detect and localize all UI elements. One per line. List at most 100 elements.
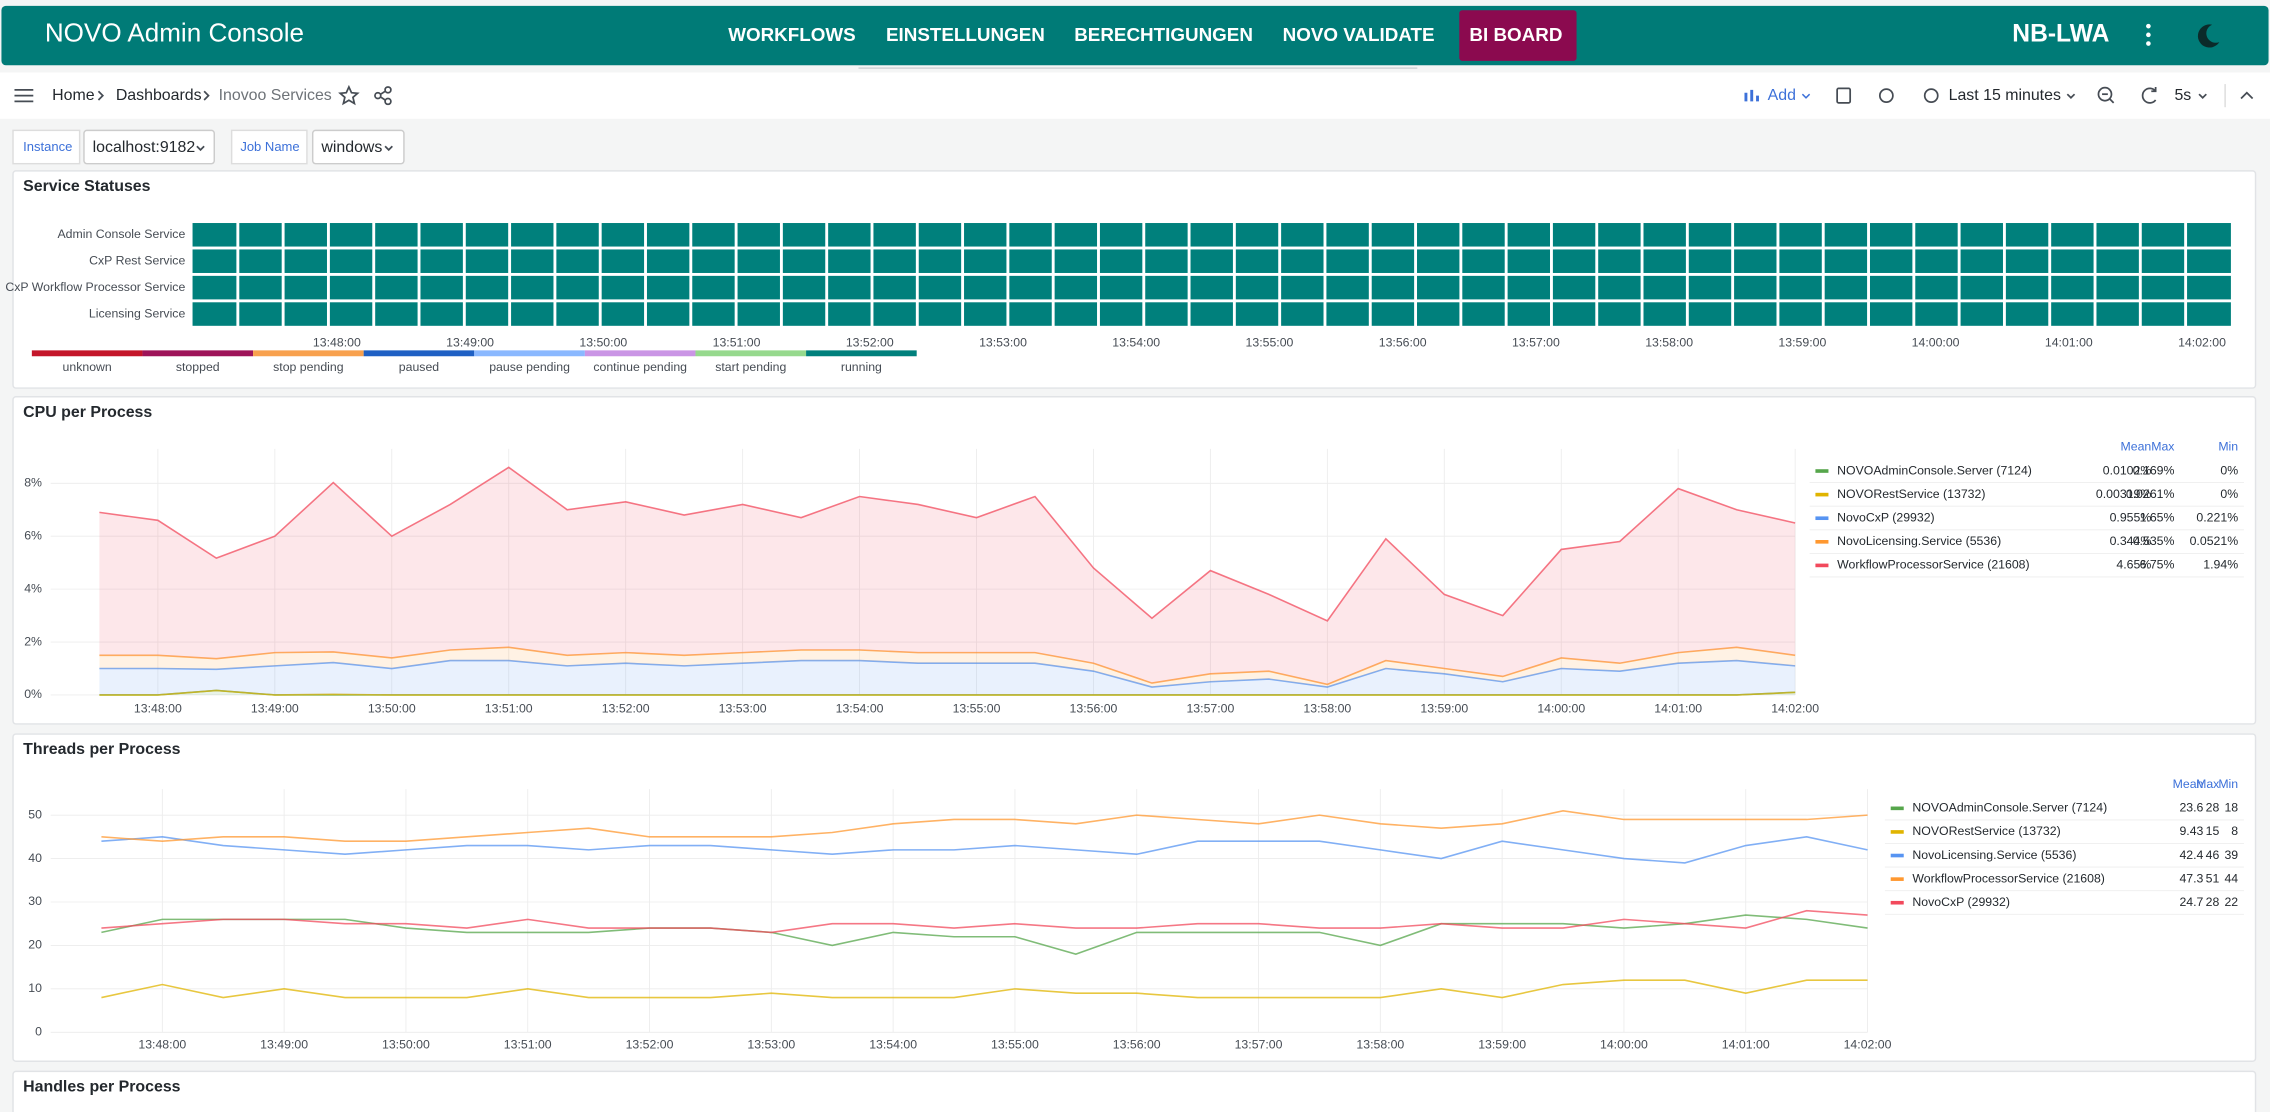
nav-item[interactable]: WORKFLOWS bbox=[728, 24, 855, 45]
x-tick-label: 14:02:00 bbox=[1844, 1038, 1892, 1052]
menu-icon[interactable] bbox=[14, 88, 34, 103]
state-bar bbox=[192, 302, 2231, 326]
theme-toggle[interactable] bbox=[2197, 24, 2220, 48]
caret bbox=[2066, 93, 2076, 100]
legend-name: NOVOAdminConsole.Server (7124) bbox=[1912, 801, 2107, 815]
legend-name: NOVORestService (13732) bbox=[1912, 824, 2060, 838]
legend-label: stopped bbox=[176, 360, 220, 374]
refresh-icon[interactable] bbox=[2141, 86, 2157, 104]
legend-stat: 42.4 bbox=[2179, 848, 2203, 862]
breadcrumb-sep bbox=[203, 90, 210, 101]
variable-label: Instance bbox=[23, 139, 72, 154]
add-button[interactable]: Add bbox=[1744, 87, 1811, 104]
variable-value[interactable]: localhost:9182 bbox=[93, 139, 196, 156]
time-range[interactable]: Last 15 minutes bbox=[1949, 87, 2061, 104]
x-tick-label: 13:59:00 bbox=[1478, 1038, 1526, 1052]
x-tick-label: 14:02:00 bbox=[2178, 335, 2226, 349]
x-tick-label: 13:52:00 bbox=[846, 335, 894, 349]
legend-stat: 23.6 bbox=[2179, 801, 2203, 815]
x-tick-label: 13:54:00 bbox=[836, 702, 884, 716]
nav-item[interactable]: BI BOARD bbox=[1469, 24, 1562, 45]
legend-stat: 8 bbox=[2231, 824, 2238, 838]
x-tick-label: 14:01:00 bbox=[1722, 1038, 1770, 1052]
breadcrumb[interactable]: Dashboards bbox=[116, 87, 202, 104]
y-tick-label: 40 bbox=[28, 851, 42, 865]
nav-active-bg bbox=[1459, 10, 1577, 61]
x-tick-label: 13:52:00 bbox=[626, 1038, 674, 1052]
legend-stat: 28 bbox=[2206, 801, 2220, 815]
zoom-out[interactable] bbox=[2097, 86, 2115, 104]
legend-label: paused bbox=[399, 360, 440, 374]
area bbox=[99, 660, 1796, 695]
x-tick-label: 13:53:00 bbox=[979, 335, 1027, 349]
caret bbox=[2198, 93, 2207, 100]
legend-stat: 39 bbox=[2224, 848, 2238, 862]
series-line bbox=[99, 466, 1796, 622]
series-line bbox=[99, 659, 1796, 688]
area bbox=[99, 647, 1796, 688]
y-tick-label: 30 bbox=[28, 894, 42, 908]
state-bar bbox=[192, 249, 2231, 273]
y-tick-label: 6% bbox=[24, 528, 42, 542]
row-label: CxP Rest Service bbox=[89, 253, 185, 267]
x-tick-label: 13:49:00 bbox=[446, 335, 494, 349]
legend-stat: 47.3 bbox=[2179, 871, 2203, 885]
add-label[interactable]: Add bbox=[1768, 87, 1796, 104]
legend-stat: 44 bbox=[2224, 871, 2238, 885]
variable-value[interactable]: windows bbox=[320, 139, 382, 156]
x-tick-label: 13:58:00 bbox=[1303, 702, 1351, 716]
x-tick-label: 13:56:00 bbox=[1379, 335, 1427, 349]
panel-title: CPU per Process bbox=[23, 404, 152, 421]
kebab-menu[interactable] bbox=[2146, 23, 2151, 46]
share-icon[interactable] bbox=[374, 86, 392, 106]
x-tick-label: 13:58:00 bbox=[1356, 1038, 1404, 1052]
nav-item[interactable]: EINSTELLUNGEN bbox=[886, 24, 1045, 45]
legend-stat: 0.00319% bbox=[2096, 487, 2151, 501]
nav-item[interactable]: BERECHTIGUNGEN bbox=[1074, 24, 1253, 45]
variable-select[interactable] bbox=[311, 129, 405, 165]
legend-stat: 6.75% bbox=[2140, 558, 2175, 572]
legend-stat: 28 bbox=[2206, 895, 2220, 909]
legend-header: Max bbox=[2196, 777, 2220, 791]
legend-stat: 0.0521% bbox=[2190, 534, 2239, 548]
breadcrumb[interactable]: Home bbox=[52, 87, 95, 104]
nav-item[interactable]: NOVO VALIDATE bbox=[1283, 24, 1435, 45]
save-icon[interactable] bbox=[1836, 87, 1852, 104]
caret bbox=[196, 145, 205, 152]
y-tick-label: 10 bbox=[28, 981, 42, 995]
series-line bbox=[99, 646, 1796, 686]
series-line bbox=[99, 689, 1796, 696]
refresh-interval[interactable]: 5s bbox=[2174, 87, 2191, 104]
variable-select[interactable] bbox=[83, 129, 215, 165]
legend-label: unknown bbox=[63, 360, 112, 374]
state-bar bbox=[192, 223, 2231, 247]
user-name[interactable]: NB-LWA bbox=[2012, 20, 2109, 47]
y-tick-label: 20 bbox=[28, 938, 42, 952]
state-bar bbox=[192, 275, 2231, 300]
breadcrumb-sep bbox=[97, 90, 105, 101]
breadcrumb-current: Inovoo Services bbox=[219, 87, 332, 104]
legend-stat: 0.344% bbox=[2110, 534, 2152, 548]
x-tick-label: 13:48:00 bbox=[313, 335, 361, 349]
legend-name: NovoLicensing.Service (5536) bbox=[1837, 534, 2001, 548]
x-tick-label: 13:53:00 bbox=[719, 702, 767, 716]
panel-title: Service Statuses bbox=[23, 178, 150, 195]
legend-label: start pending bbox=[715, 360, 786, 374]
x-tick-label: 14:00:00 bbox=[1912, 335, 1960, 349]
y-tick-label: 50 bbox=[28, 807, 42, 821]
legend-name: WorkflowProcessorService (21608) bbox=[1837, 558, 2029, 572]
legend-stat: 1.94% bbox=[2203, 558, 2238, 572]
collapse[interactable] bbox=[2240, 91, 2254, 100]
settings-icon[interactable] bbox=[1878, 88, 1894, 104]
x-tick-label: 13:59:00 bbox=[1420, 702, 1468, 716]
legend-name: NovoCxP (29932) bbox=[1912, 895, 2010, 909]
x-tick-label: 13:55:00 bbox=[991, 1038, 1039, 1052]
star-icon[interactable] bbox=[338, 84, 360, 106]
x-tick-label: 14:01:00 bbox=[2045, 335, 2093, 349]
x-tick-label: 13:52:00 bbox=[602, 702, 650, 716]
legend-stat: 51 bbox=[2206, 871, 2220, 885]
y-tick-label: 0 bbox=[35, 1025, 42, 1039]
legend-label: pause pending bbox=[489, 360, 570, 374]
legend-name: NOVOAdminConsole.Server (7124) bbox=[1837, 463, 2032, 477]
